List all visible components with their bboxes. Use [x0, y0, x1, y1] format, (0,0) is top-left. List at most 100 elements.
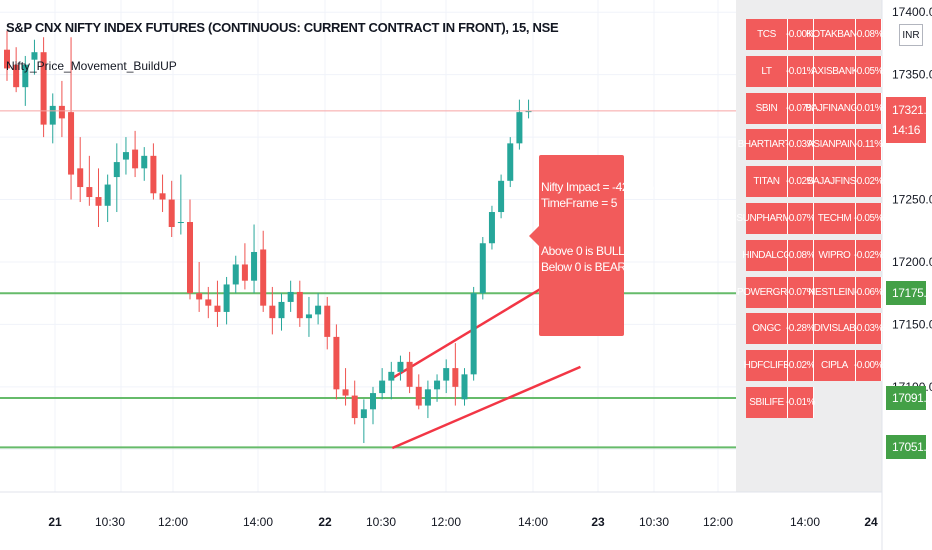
trend-line [391, 365, 581, 450]
candle [40, 37, 47, 138]
time-tick-label: 14:00 [518, 515, 548, 529]
stock-symbol-cell: HDFCLIFE [744, 350, 790, 382]
time-tick-label: 10:30 [366, 515, 396, 529]
candle [95, 168, 102, 228]
stock-symbol-cell: WIPRO [814, 239, 856, 271]
time-tick-label: 12:00 [703, 515, 733, 529]
stock-symbol-cell: SUNPHARMA [736, 203, 797, 234]
stock-symbol-cell: SBIN [746, 92, 788, 124]
candle [278, 293, 285, 331]
stock-impact-cell: -0.00% [854, 350, 884, 382]
candle [122, 137, 129, 175]
stock-symbol-cell: SBILIFE [746, 387, 788, 418]
stock-symbol-cell: POWERGRID [737, 276, 796, 308]
time-tick-label: 12:00 [158, 515, 188, 529]
table-row: SBIN -0.07% BAJFINANCE -0.01% [746, 91, 884, 124]
stock-symbol-cell: ONGC [746, 313, 788, 345]
candle [379, 368, 386, 400]
stock-impact-cell: -0.00% [786, 19, 816, 50]
stock-symbol-cell: TECHM [814, 203, 856, 234]
candle [150, 143, 157, 200]
price-tag: 17051.55 [886, 435, 932, 460]
stock-impact-cell: -0.28% [786, 313, 816, 345]
candle [305, 296, 312, 337]
stock-symbol-cell: DIVISLAB [814, 313, 856, 345]
stock-impact-cell: -0.02% [854, 239, 884, 271]
candle [205, 286, 212, 319]
stock-symbol-cell: AXISBANK [811, 55, 858, 87]
stock-symbol-cell: NESTLEIND [808, 276, 861, 308]
candle [196, 261, 203, 312]
currency-badge[interactable]: INR [899, 24, 923, 46]
chart-title: S&P CNX NIFTY INDEX FUTURES (CONTINUOUS:… [6, 20, 559, 35]
candle [434, 374, 441, 402]
stock-symbol-cell: BAJAJFINSV [807, 166, 863, 198]
price-tick-label: 17150.00 [892, 317, 932, 331]
candle [141, 147, 148, 181]
indicator-name[interactable]: Nifty_Price_Movement_BuildUP [6, 59, 177, 73]
candle [251, 224, 258, 294]
stock-impact-cell: -0.06% [854, 276, 884, 308]
price-tick-label: 17350.00 [892, 68, 932, 82]
candle [58, 80, 65, 138]
candle [452, 343, 459, 406]
candle [388, 361, 395, 400]
stock-impact-cell: -0.02% [854, 166, 884, 198]
stock-impact-cell: -0.07% [786, 92, 816, 124]
stock-symbol-cell: TITAN [746, 166, 788, 198]
candle [223, 276, 230, 325]
chart-grid [0, 0, 872, 492]
stock-symbol-cell: CIPLA [814, 350, 856, 382]
table-row: POWERGRID -0.07% NESTLEIND -0.06% [737, 275, 884, 308]
price-tick-label: 17400.00 [892, 5, 932, 19]
table-row: TCS -0.00% KOTAKBANK -0.08% [746, 17, 884, 50]
price-tag-value: 17321.00 [892, 102, 932, 117]
note-pointer [529, 226, 539, 246]
stock-impact-cell: -0.07% [786, 276, 816, 308]
candle [22, 55, 29, 106]
stock-symbol-cell: ASIANPAINT [807, 129, 862, 161]
candle [470, 286, 477, 381]
stock-symbol-cell: BHARTIARTL [738, 129, 796, 161]
stock-impact-cell: -0.07% [786, 203, 816, 234]
stock-impact-cell: -0.03% [786, 129, 816, 161]
candle [13, 47, 20, 93]
candle [31, 39, 38, 75]
note-line: Nifty Impact = -42.20% [541, 180, 654, 194]
candle [86, 155, 93, 206]
note-line: Below 0 is BEAR [541, 260, 626, 274]
candle [168, 180, 175, 237]
table-row: TITAN -0.02% BAJAJFINSV -0.02% [746, 164, 884, 198]
time-tick-label: 14:00 [790, 515, 820, 529]
candle [269, 286, 276, 335]
candle [360, 399, 367, 444]
trend-lines [391, 285, 581, 450]
stock-impact-cell: -0.05% [854, 203, 884, 234]
stock-impact-cell: -0.01% [786, 55, 816, 87]
candle [443, 359, 450, 394]
candle [479, 237, 486, 300]
candle [406, 351, 413, 394]
stock-impact-cell: -0.02% [786, 350, 816, 382]
table-row: ONGC -0.28% DIVISLAB -0.03% [746, 311, 884, 345]
price-tag-time: 14:16 [892, 122, 921, 137]
table-row: HDFCLIFE -0.02% CIPLA -0.00% [744, 348, 884, 382]
candle [132, 130, 139, 178]
time-tick-label: 12:00 [431, 515, 461, 529]
price-tick-label: 17200.00 [892, 255, 932, 269]
candle [333, 324, 340, 400]
candle [68, 37, 75, 200]
stock-impact-cell: -0.05% [854, 55, 884, 87]
candle [324, 296, 331, 350]
candle [49, 93, 56, 144]
stock-symbol-cell: LT [746, 55, 788, 87]
candle [461, 368, 468, 406]
candle [296, 280, 303, 327]
stock-symbol-cell: TCS [746, 19, 788, 50]
stock-impact-cell: -0.01% [854, 92, 884, 124]
impact-note: Nifty Impact = -42.20% TimeFrame = 5 Abov… [539, 155, 654, 336]
time-axis: 21 10:30 12:00 14:00 22 10:30 12:00 14:00 23 10:3… [48, 515, 878, 529]
price-tag: 17091.05 [886, 386, 932, 410]
candle [113, 143, 120, 213]
stock-symbol-cell: HINDALCO [742, 239, 791, 271]
